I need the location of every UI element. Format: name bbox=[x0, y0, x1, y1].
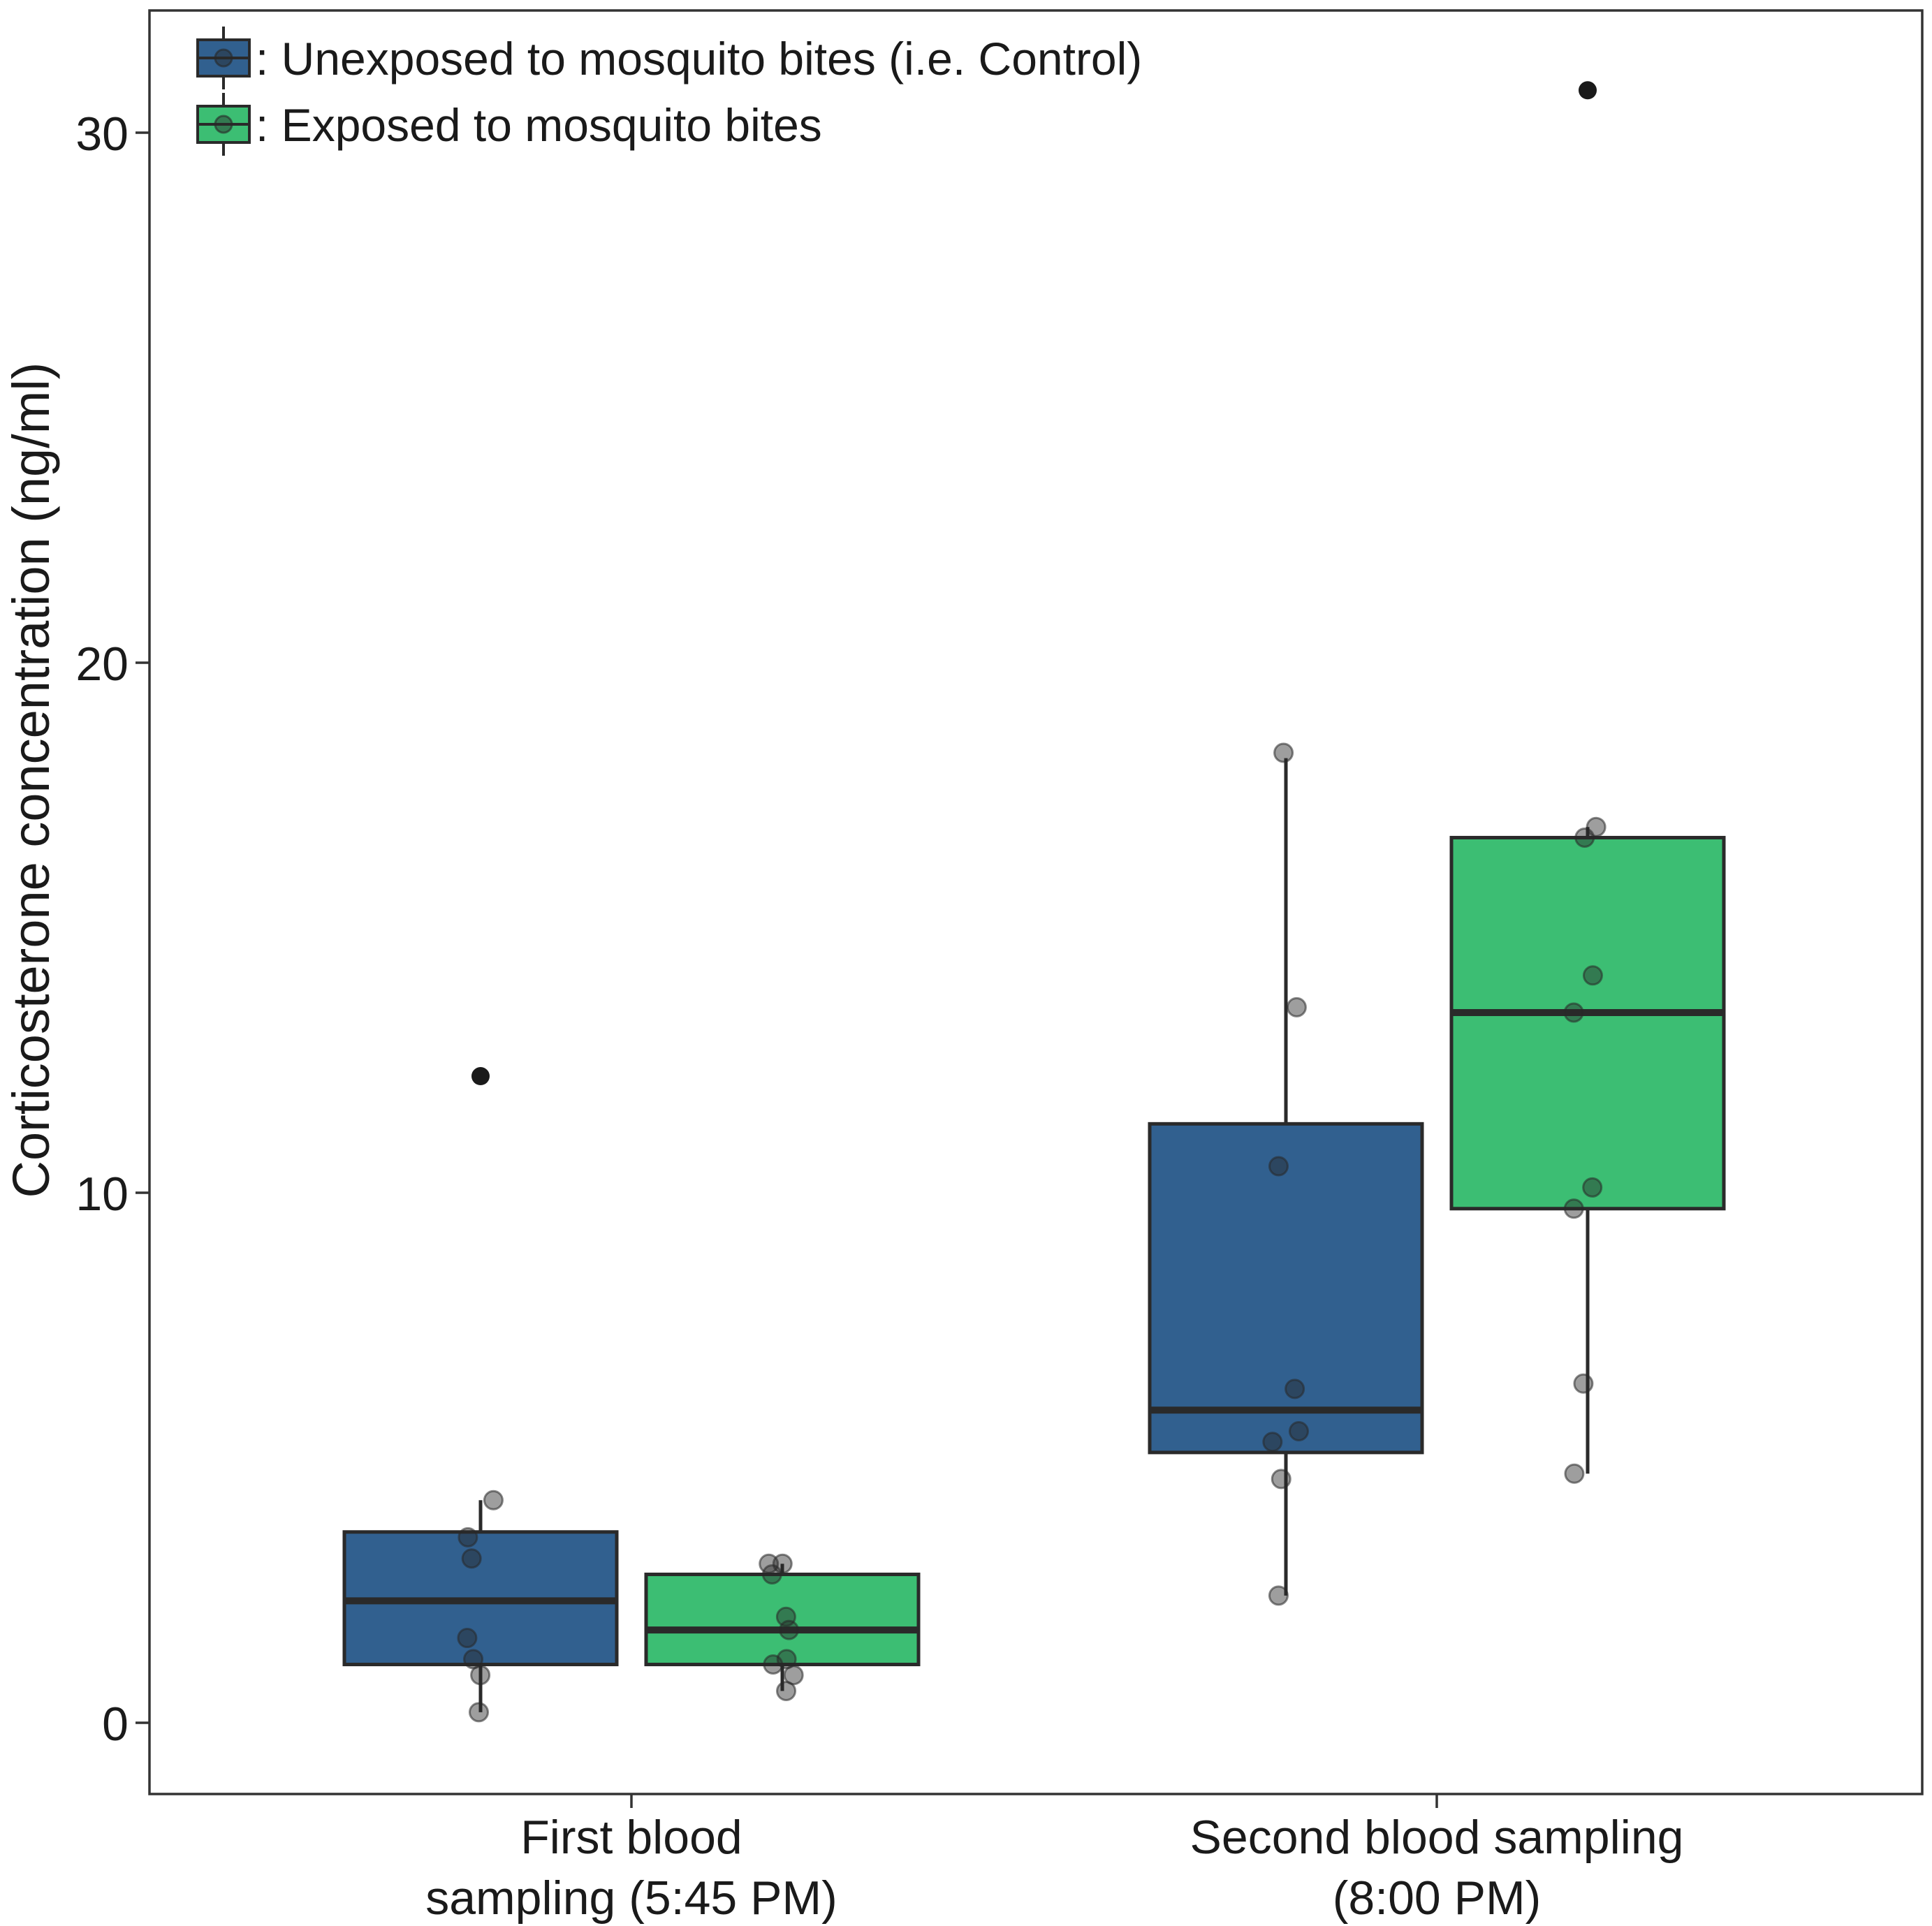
legend-label: : Exposed to mosquito bites bbox=[256, 99, 822, 151]
data-point bbox=[461, 1548, 482, 1569]
box bbox=[1449, 835, 1726, 1211]
data-point bbox=[463, 1649, 484, 1670]
data-point bbox=[1273, 742, 1294, 763]
data-point bbox=[1586, 816, 1607, 837]
box bbox=[644, 1572, 921, 1667]
legend-label: : Unexposed to mosquito bites (i.e. Cont… bbox=[256, 33, 1142, 84]
plot-panel-border bbox=[148, 9, 1924, 1795]
legend: : Unexposed to mosquito bites (i.e. Cont… bbox=[196, 27, 1142, 156]
y-tick-label: 30 bbox=[75, 108, 129, 161]
data-point bbox=[483, 1490, 504, 1510]
box bbox=[1148, 1122, 1424, 1455]
data-point bbox=[1288, 1421, 1309, 1442]
points-layer bbox=[457, 742, 1607, 1723]
data-point bbox=[1564, 1463, 1585, 1484]
y-tick-label: 0 bbox=[102, 1698, 129, 1751]
y-tick-label: 20 bbox=[75, 638, 129, 691]
data-point bbox=[1582, 1177, 1603, 1198]
data-point bbox=[469, 1702, 490, 1723]
data-point bbox=[457, 1628, 478, 1649]
x-tick-label: sampling (5:45 PM) bbox=[425, 1872, 837, 1925]
legend-key-point bbox=[214, 115, 233, 134]
data-point bbox=[1268, 1585, 1289, 1606]
y-axis-label: Corticosterone concentration (ng/ml) bbox=[2, 362, 60, 1198]
legend-key-point bbox=[214, 48, 233, 68]
axes-layer: 0 10 20 30 First blood sampling (5:45 PM) Seco… bbox=[75, 108, 1683, 1925]
data-point bbox=[1262, 1432, 1283, 1453]
data-point bbox=[772, 1553, 793, 1574]
outlier-point bbox=[1579, 81, 1597, 100]
data-point bbox=[763, 1654, 784, 1675]
data-point bbox=[759, 1553, 780, 1574]
data-point bbox=[458, 1527, 478, 1548]
data-point bbox=[1573, 1373, 1594, 1394]
data-point bbox=[1563, 1002, 1584, 1023]
x-tick-label: Second blood sampling bbox=[1190, 1811, 1684, 1864]
data-point bbox=[1582, 965, 1603, 986]
x-tick-label: First blood bbox=[520, 1811, 742, 1864]
boxes-layer bbox=[342, 81, 1726, 1712]
data-point bbox=[1271, 1469, 1291, 1490]
x-tick-label: (8:00 PM) bbox=[1333, 1872, 1542, 1925]
data-point bbox=[1286, 997, 1307, 1017]
data-point bbox=[1285, 1379, 1305, 1399]
data-point bbox=[1563, 1198, 1584, 1219]
data-point bbox=[775, 1606, 796, 1627]
data-point bbox=[1268, 1156, 1289, 1177]
y-tick-label: 10 bbox=[75, 1168, 129, 1221]
outlier-point bbox=[471, 1067, 490, 1086]
